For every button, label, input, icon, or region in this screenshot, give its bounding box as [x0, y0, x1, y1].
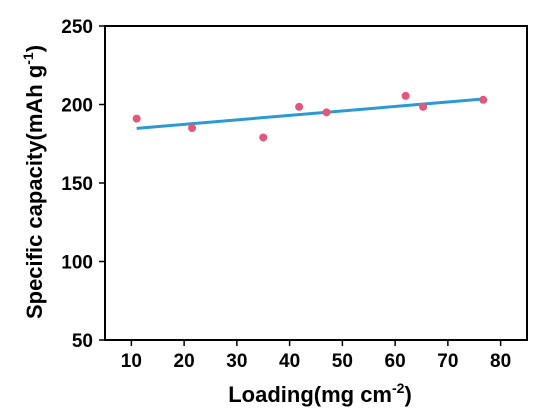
data-point — [322, 108, 331, 117]
x-axis-title: Loading(mg cm-2) — [228, 380, 412, 407]
data-point — [295, 102, 304, 111]
y-axis-title: Specific capacity(mAh g-1) — [20, 45, 47, 319]
data-point — [479, 95, 488, 104]
x-axis-title-main: Loading(mg cm — [228, 382, 392, 407]
y-axis-title-main: Specific capacity(mAh g — [22, 65, 47, 319]
x-tick-label: 50 — [332, 351, 353, 372]
x-tick-label: 20 — [174, 351, 195, 372]
axis-ticks — [99, 25, 502, 346]
x-axis-title-sup: -2 — [392, 380, 405, 396]
data-point — [401, 91, 410, 100]
y-axis-title-close: ) — [22, 45, 47, 52]
x-tick-label: 60 — [385, 351, 406, 372]
series-layer — [132, 91, 488, 142]
x-tick-label: 40 — [279, 351, 300, 372]
y-tick-label: 100 — [61, 253, 93, 274]
y-tick-label: 200 — [61, 96, 93, 117]
x-tick-label: 10 — [121, 351, 142, 372]
y-tick-label: 50 — [72, 331, 93, 352]
y-tick-label: 150 — [61, 174, 93, 195]
x-tick-label: 80 — [490, 351, 511, 372]
x-tick-label: 70 — [437, 351, 458, 372]
tick-labels: 10 20 30 40 50 60 70 80 50 100 150 200 250 — [61, 17, 511, 372]
data-point — [188, 124, 197, 133]
plot-area — [104, 25, 528, 341]
data-point — [419, 102, 428, 111]
x-axis-title-close: ) — [404, 382, 411, 407]
x-tick-label: 30 — [226, 351, 247, 372]
y-axis-title-sup: -1 — [20, 52, 36, 65]
data-point — [132, 114, 141, 123]
y-tick-label: 250 — [61, 17, 93, 38]
plot-frame — [104, 25, 528, 341]
fit-line — [136, 97, 484, 130]
data-point — [259, 133, 268, 142]
